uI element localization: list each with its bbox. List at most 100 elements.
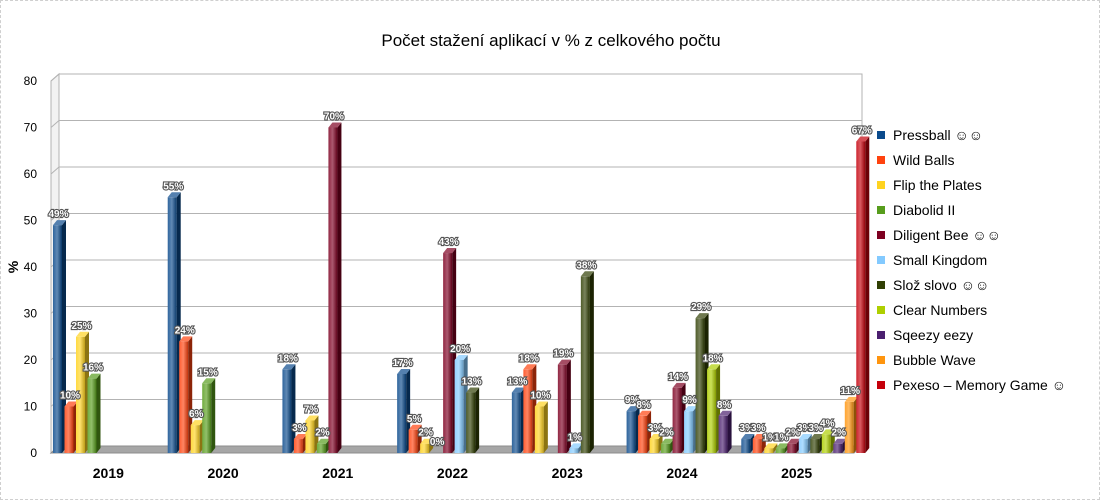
bar-top (638, 410, 652, 416)
data-label: 16% (83, 363, 103, 374)
legend-label: Clear Numbers (893, 301, 988, 318)
data-label: 10% (530, 391, 550, 402)
bar-front (707, 369, 717, 453)
legend-swatch (877, 180, 885, 189)
data-label: 8% (717, 400, 732, 411)
legend-item: Sqeezy eezy (877, 322, 1099, 347)
bar-top (856, 136, 870, 142)
bar-front (190, 425, 200, 453)
x-tick-label: 2024 (666, 465, 697, 481)
x-tick-label: 2020 (207, 465, 238, 481)
legend-swatch (877, 380, 885, 389)
legend-label: Diabolid II (893, 201, 956, 218)
bar-front (202, 383, 212, 453)
data-label: 2% (832, 428, 847, 439)
bar-top (202, 378, 216, 384)
bar-top (53, 220, 66, 226)
legend-label: Flip the Plates (893, 176, 982, 193)
bar (534, 401, 548, 453)
legend-label: Small Kingdom (893, 251, 988, 268)
bar (718, 410, 732, 453)
legend-label: Diligent Bee ☺☺ (893, 226, 1001, 243)
data-label: 3% (740, 423, 755, 434)
bar-side (543, 401, 548, 453)
bar-front (787, 443, 797, 453)
bar-front (649, 439, 659, 453)
bar-top (798, 434, 812, 440)
y-tick-label: 70 (24, 121, 38, 135)
bar-front (443, 253, 453, 453)
data-label: 24% (175, 325, 195, 336)
bar (626, 406, 640, 453)
bar (167, 192, 181, 453)
bar-top (569, 443, 583, 449)
bar-top (420, 438, 434, 444)
data-label: 3% (292, 423, 307, 434)
data-label: 8% (636, 400, 651, 411)
y-tick-label: 60 (24, 167, 38, 181)
bar (844, 396, 858, 453)
legend-label: Bubble Wave (893, 351, 976, 368)
bar-front (775, 448, 785, 453)
bar-side (773, 443, 778, 453)
bar-front (167, 197, 177, 453)
data-label: 55% (163, 181, 183, 192)
bar-top (672, 382, 686, 388)
legend-swatch (877, 130, 885, 139)
bar (798, 434, 812, 453)
bar-top (511, 387, 525, 393)
bar-front (856, 141, 866, 453)
legend-swatch (877, 305, 885, 314)
data-label: 9% (682, 395, 697, 406)
bar-top (293, 434, 307, 440)
bar-front (833, 443, 843, 453)
data-label: 10% (60, 391, 80, 402)
bar-front (511, 392, 521, 453)
bar-front (316, 443, 326, 453)
bar-front (397, 373, 407, 453)
y-tick-label: 0 (30, 446, 37, 460)
bar-top (557, 359, 571, 365)
bar-side (566, 359, 571, 453)
x-tick-label: 2023 (552, 465, 583, 481)
bar (741, 434, 755, 453)
bar (764, 443, 778, 453)
legend-label: Pressball ☺☺ (893, 126, 984, 143)
chart-back-wall (49, 72, 864, 455)
bar (293, 434, 307, 453)
bar-front (293, 439, 303, 453)
bar-top (741, 434, 755, 440)
bar-top (397, 368, 411, 374)
bar-top (649, 434, 663, 440)
data-label: 14% (668, 372, 688, 383)
legend-item: Pressball ☺☺ (877, 122, 1099, 147)
gridline-side (50, 120, 60, 128)
bar-front (718, 415, 728, 453)
bar-front (684, 411, 694, 453)
bar-top (466, 387, 480, 393)
y-tick-label: 50 (24, 214, 38, 228)
legend-item: Pexeso – Memory Game ☺ (877, 372, 1099, 397)
bar-top (821, 429, 835, 435)
data-label: 25% (71, 321, 91, 332)
data-label: 18% (278, 353, 298, 364)
bar-top (87, 373, 101, 379)
legend-item: Clear Numbers (877, 297, 1099, 322)
bar-front (810, 439, 820, 453)
bar-top (76, 331, 89, 337)
bar-side (727, 410, 732, 453)
bar-top (316, 438, 330, 444)
legend-swatch (877, 205, 885, 214)
legend-item: Small Kingdom (877, 247, 1099, 272)
bar-top (684, 406, 698, 412)
data-label: 9% (625, 395, 640, 406)
data-label: 1% (774, 432, 789, 443)
data-label: 3% (797, 423, 812, 434)
bar-front (798, 439, 808, 453)
bar-top (179, 336, 193, 342)
bar-side (211, 378, 216, 453)
bar (282, 364, 296, 453)
bar (64, 401, 78, 453)
data-label: 29% (691, 302, 711, 313)
